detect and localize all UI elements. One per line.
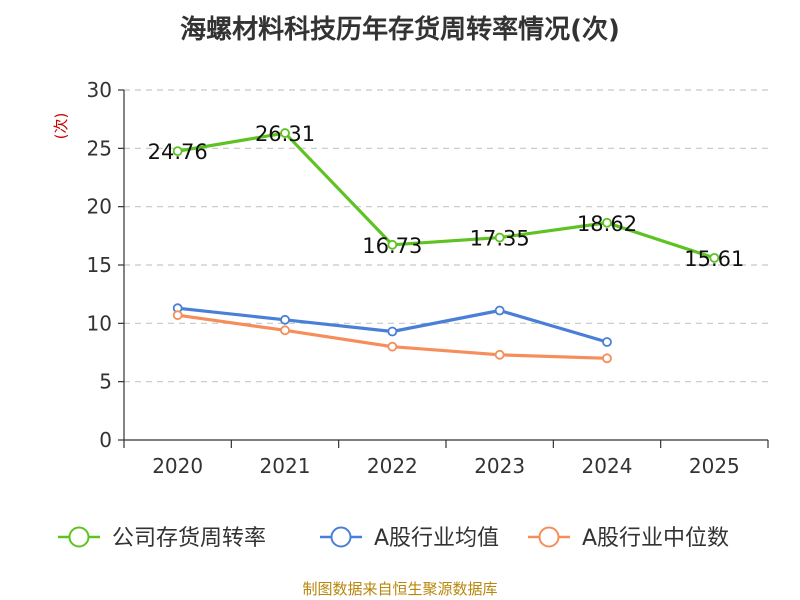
data-point[interactable] <box>172 310 183 321</box>
data-point[interactable] <box>280 325 290 336</box>
data-label-2021: 26.31 <box>255 122 315 146</box>
legend-marker-icon <box>538 526 560 548</box>
y-tick-label: 5 <box>99 370 112 394</box>
x-tick-label-2025: 2025 <box>689 454 740 478</box>
data-point[interactable] <box>602 217 612 228</box>
legend-marker-icon <box>330 526 352 548</box>
legend-item-1[interactable]: 公司存货周转率 <box>58 526 266 551</box>
data-label-2022: 16.73 <box>362 234 422 258</box>
y-tick-label: 15 <box>87 253 112 277</box>
data-labels: 24.76 26.31 16.73 17.35 18.62 15.61 <box>148 122 745 271</box>
series-3 <box>172 310 612 364</box>
y-tick-label: 30 <box>87 78 112 102</box>
data-point[interactable] <box>280 314 290 325</box>
x-tick-label-2024: 2024 <box>582 454 633 478</box>
x-tick-label-2021: 2021 <box>260 454 311 478</box>
data-point[interactable] <box>494 305 505 316</box>
data-point[interactable] <box>602 337 612 347</box>
y-axis-unit-label: (次) <box>52 113 70 140</box>
data-label-2025: 15.61 <box>684 247 744 271</box>
data-point[interactable] <box>387 326 398 337</box>
data-label-2020: 24.76 <box>148 140 208 164</box>
legend-label: A股行业均值 <box>374 526 499 551</box>
y-tick-label: 20 <box>87 195 112 219</box>
legend-marker-icon <box>68 526 90 548</box>
legend-item-2[interactable]: A股行业均值 <box>320 526 499 551</box>
grid-lines <box>124 89 768 383</box>
data-point[interactable] <box>494 349 505 360</box>
data-point[interactable] <box>709 252 720 263</box>
x-tick-label-2020: 2020 <box>152 454 203 478</box>
legend-label: A股行业中位数 <box>582 526 729 551</box>
data-label-2024: 18.62 <box>577 212 637 236</box>
data-point[interactable] <box>172 146 183 157</box>
series-layer <box>172 128 720 364</box>
data-point[interactable] <box>387 341 398 352</box>
series-2 <box>172 303 612 347</box>
data-point[interactable] <box>602 353 612 364</box>
y-tick-label: 25 <box>87 136 112 160</box>
legend[interactable]: 公司存货周转率 A股行业均值 A股行业中位数 <box>58 526 729 551</box>
data-point[interactable] <box>494 232 505 243</box>
x-tick-label-2023: 2023 <box>474 454 525 478</box>
source-note: 制图数据来自恒生聚源数据库 <box>302 580 497 598</box>
data-label-2023: 17.35 <box>470 227 530 251</box>
legend-item-3[interactable]: A股行业中位数 <box>528 526 729 551</box>
x-tick-label-2022: 2022 <box>367 454 418 478</box>
data-point[interactable] <box>280 128 290 138</box>
series-1 <box>172 128 720 263</box>
y-tick-label: 10 <box>87 311 112 335</box>
chart-title: 海螺材料科技历年存货周转率情况(次) <box>180 14 620 45</box>
series-line-1 <box>177 131 715 260</box>
legend-label: 公司存货周转率 <box>112 526 266 551</box>
data-point[interactable] <box>387 239 398 250</box>
y-tick-label: 0 <box>99 428 112 452</box>
